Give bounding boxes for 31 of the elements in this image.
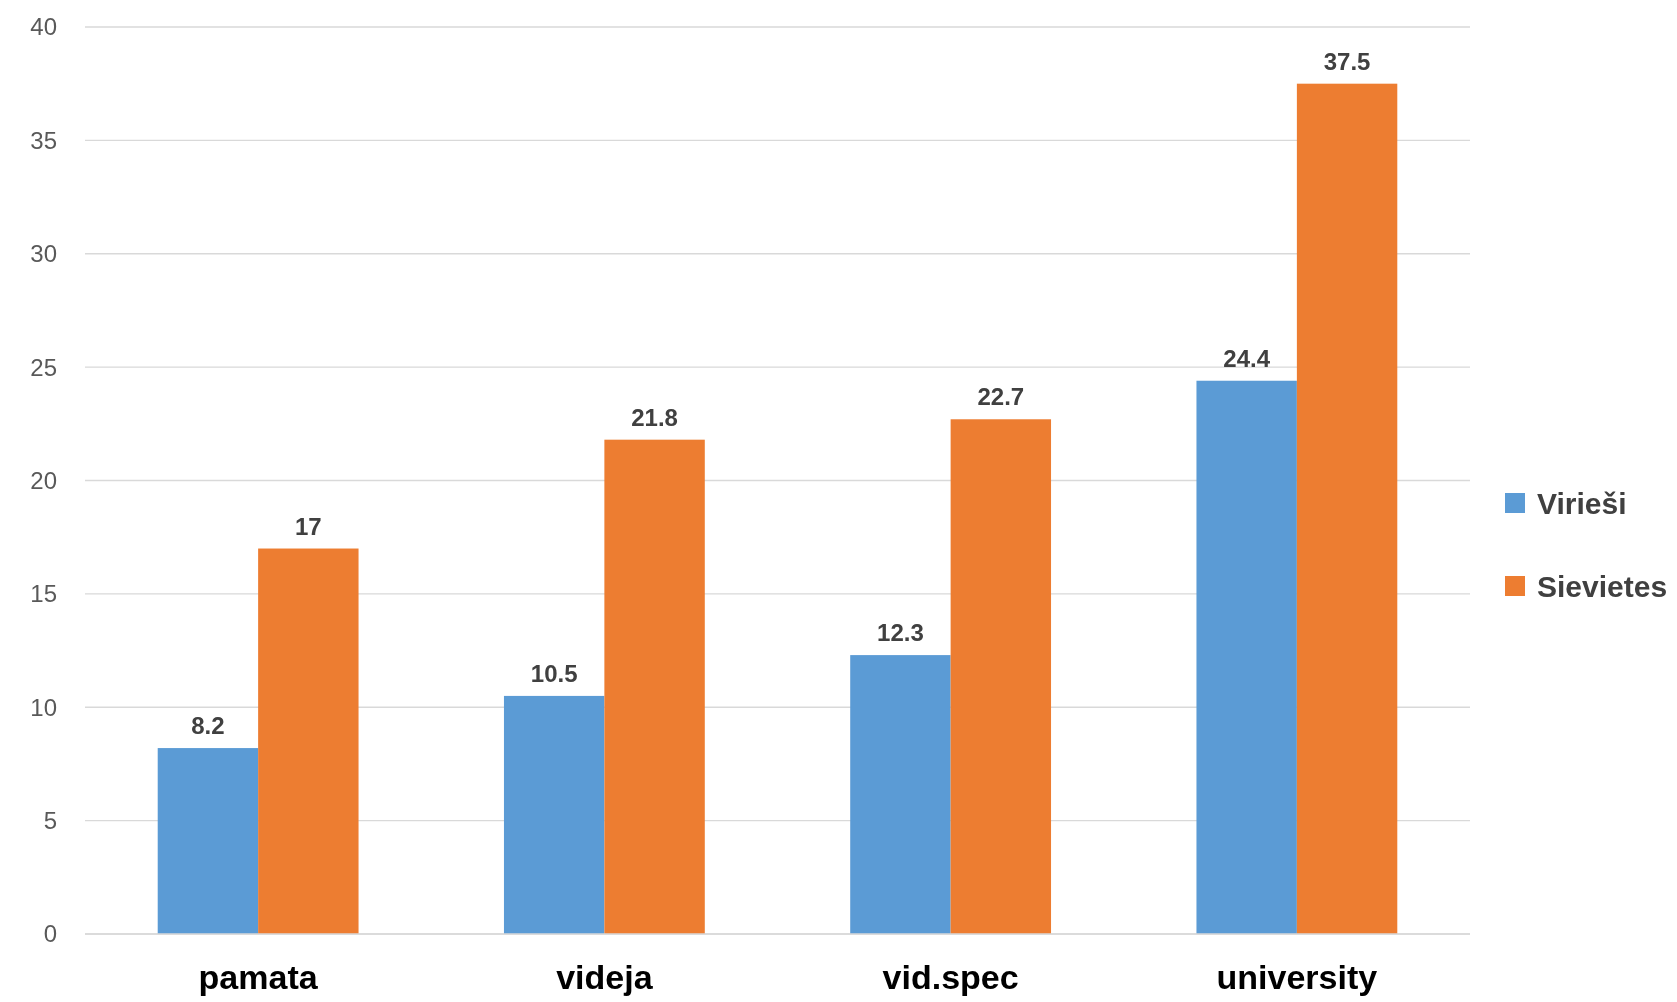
data-label: 10.5	[530, 659, 578, 687]
bar	[1196, 380, 1297, 934]
bar	[503, 695, 605, 934]
data-label: 8.2	[191, 712, 225, 740]
y-tick-label: 0	[43, 920, 57, 948]
data-label: 22.7	[977, 383, 1025, 411]
bar	[157, 748, 259, 934]
bar	[1296, 83, 1398, 934]
y-tick-label: 30	[30, 240, 57, 268]
x-tick-label: pamata	[198, 958, 319, 996]
bar	[604, 439, 705, 934]
bar	[850, 655, 951, 934]
bar	[258, 548, 359, 934]
y-tick-label: 35	[30, 126, 57, 154]
data-label: 24.4	[1223, 344, 1271, 372]
x-tick-label: university	[1216, 958, 1378, 996]
data-label: 17	[294, 512, 322, 540]
y-tick-label: 25	[30, 353, 57, 381]
legend-label: Sievietes	[1537, 569, 1668, 603]
y-tick-label: 15	[30, 580, 57, 608]
bar	[950, 419, 1052, 934]
y-tick-label: 5	[43, 807, 57, 835]
data-label: 12.3	[877, 619, 924, 647]
x-tick-label: videja	[556, 958, 654, 996]
legend-label: Virieši	[1537, 486, 1627, 520]
y-tick-label: 10	[30, 693, 57, 721]
data-label: 21.8	[631, 403, 678, 431]
y-tick-label: 20	[30, 466, 57, 494]
x-tick-label: vid.spec	[882, 958, 1019, 996]
data-label: 37.5	[1323, 47, 1371, 75]
y-tick-label: 40	[30, 13, 57, 41]
